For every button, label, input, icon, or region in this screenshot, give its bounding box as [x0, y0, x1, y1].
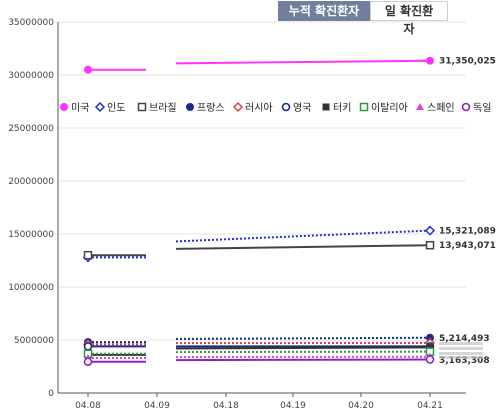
overlapping-label-fragment [439, 356, 483, 359]
legend-label: 터키 [333, 102, 351, 114]
legend-label: 프랑스 [197, 102, 225, 114]
overlapping-label-fragment [439, 352, 483, 355]
legend-marker [60, 103, 68, 111]
legend-marker [359, 102, 369, 112]
legend-label: 이탈리아 [371, 101, 408, 114]
legend-marker [94, 101, 106, 113]
series-start-point [84, 65, 92, 74]
series-line-segment [175, 358, 431, 362]
overlapping-label-fragment [439, 342, 483, 345]
series-line-segment [175, 336, 431, 340]
y-tick-label: 35000000 [8, 18, 54, 28]
legend-marker [232, 101, 244, 113]
legend-marker [416, 103, 424, 110]
y-tick-label: 10000000 [8, 283, 54, 293]
legend-label: 브라질 [149, 102, 177, 114]
legend-marker [137, 102, 147, 112]
end-value-label: 5,214,493 [439, 334, 490, 344]
series-line-segment [175, 59, 431, 65]
legend-marker [461, 102, 471, 112]
legend-marker [281, 102, 291, 112]
x-tick-label: 04.19 [280, 401, 306, 411]
series-start-point [83, 342, 93, 351]
tab-cumulative-cases[interactable]: 누적 확진환자 [278, 1, 370, 21]
y-tick-label: 15000000 [8, 230, 54, 240]
end-value-label: 13,943,071 [439, 241, 496, 251]
series-line-segment [175, 346, 431, 350]
end-value-label: 31,350,025 [439, 57, 496, 67]
end-value-label: 15,321,089 [439, 227, 496, 237]
series-end-point [425, 355, 435, 364]
series-line-segment [175, 229, 431, 243]
legend-marker [186, 103, 194, 111]
series-start-point [83, 357, 93, 367]
end-value-label: 3,163,308 [439, 356, 490, 366]
x-tick-label: 04.08 [75, 401, 101, 411]
series-end-point [424, 225, 436, 236]
tab-daily-cases[interactable]: 일 확진환자 [370, 1, 448, 36]
x-tick-label: 04.21 [417, 401, 443, 411]
legend-marker [322, 103, 330, 111]
y-tick-label: 30000000 [8, 71, 54, 81]
legend-label: 영국 [293, 102, 311, 114]
series-end-point [426, 333, 434, 342]
legend-label: 스페인 [427, 102, 455, 114]
y-tick-label: 5000000 [14, 336, 54, 346]
y-tick-label: 20000000 [8, 177, 54, 187]
y-tick-label: 0 [48, 389, 54, 399]
legend-label: 인도 [107, 102, 125, 114]
y-tick-label: 25000000 [8, 124, 54, 134]
series-start-point [83, 250, 93, 260]
x-tick-label: 04.09 [144, 401, 170, 411]
legend-label: 미국 [71, 102, 89, 114]
legend-label: 독일 [473, 102, 491, 114]
x-tick-label: 04.18 [213, 401, 239, 411]
legend-label: 러시아 [245, 102, 273, 114]
x-tick-label: 04.20 [348, 401, 374, 411]
series-line-segment [175, 244, 431, 250]
overlapping-label-fragment [439, 347, 483, 350]
chart-tab-group: 누적 확진환자 일 확진환자 [278, 1, 448, 36]
series-end-point [426, 56, 434, 65]
series-end-point [425, 240, 435, 250]
